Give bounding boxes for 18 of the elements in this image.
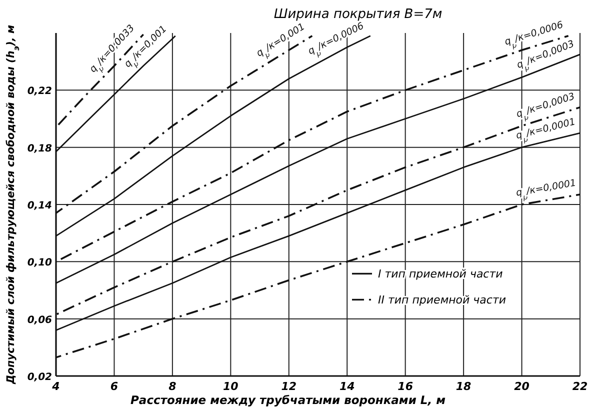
- x-tick-label: 10: [223, 380, 239, 393]
- y-tick-label: 0,22: [27, 86, 52, 98]
- x-tick-label: 18: [456, 380, 472, 393]
- x-tick-label: 22: [572, 380, 588, 393]
- y-tick-label: 0,18: [27, 143, 52, 154]
- x-tick-label: 4: [51, 380, 60, 393]
- x-axis-title: Расстояние между трубчатыми воронками L, м: [130, 393, 446, 407]
- y-tick-label: 0,02: [27, 372, 52, 383]
- y-tick-label: 0,06: [27, 314, 52, 326]
- x-tick-label: 16: [398, 380, 414, 393]
- chart-title: Ширина покрытия B=7м: [274, 7, 442, 22]
- y-tick-label: 0,10: [27, 258, 52, 269]
- x-tick-label: 12: [281, 380, 297, 393]
- x-tick-label: 14: [339, 380, 355, 393]
- x-tick-label: 8: [168, 380, 177, 393]
- x-tick-label: 6: [110, 380, 118, 393]
- y-tick-label: 0,14: [27, 200, 52, 212]
- x-tick-label: 20: [514, 380, 530, 393]
